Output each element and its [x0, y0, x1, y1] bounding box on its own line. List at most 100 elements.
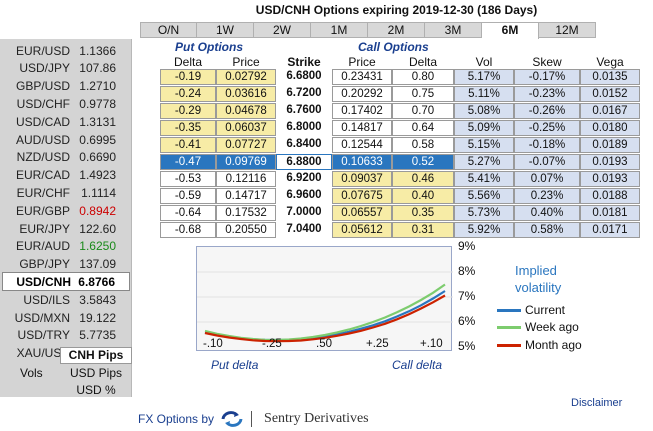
- pair-rate: 6.8766: [78, 274, 115, 289]
- cell-call-price[interactable]: 0.20292: [332, 86, 392, 102]
- pair-row-eur-gbp[interactable]: EUR/GBP 0.8942: [2, 201, 130, 220]
- cell-put-price[interactable]: 0.17532: [216, 205, 276, 221]
- cell-vega: 0.0171: [580, 222, 640, 238]
- cell-call-price[interactable]: 0.17402: [332, 103, 392, 119]
- cell-call-price[interactable]: 0.14817: [332, 120, 392, 136]
- footer: FX Options by Sentry Derivatives: [138, 410, 369, 428]
- vol-smile-chart: [196, 246, 453, 351]
- cell-skew: 0.07%: [514, 171, 580, 187]
- cell-strike[interactable]: 6.7600: [276, 103, 332, 119]
- cell-strike[interactable]: 6.9200: [276, 171, 332, 187]
- cell-skew: -0.18%: [514, 137, 580, 153]
- cell-strike[interactable]: 6.7200: [276, 86, 332, 102]
- cell-put-price[interactable]: 0.07727: [216, 137, 276, 153]
- call-options-header: Call Options: [358, 40, 429, 54]
- legend-swatch: [497, 308, 521, 312]
- pair-row-usd-try[interactable]: USD/TRY 5.7735: [2, 326, 130, 345]
- pair-row-usd-cnh[interactable]: USD/CNH 6.8766: [2, 272, 130, 292]
- disclaimer-link[interactable]: Disclaimer: [571, 397, 623, 409]
- pair-row-usd-cad[interactable]: USD/CAD 1.3131: [2, 112, 130, 131]
- sentry-logo-icon: [221, 411, 243, 427]
- cell-call-price[interactable]: 0.12544: [332, 137, 392, 153]
- pair-row-nzd-usd[interactable]: NZD/USD 0.6690: [2, 148, 130, 167]
- cell-strike[interactable]: 6.6800: [276, 69, 332, 85]
- cell-strike[interactable]: 6.8800: [276, 154, 332, 170]
- cell-put-price[interactable]: 0.04678: [216, 103, 276, 119]
- series-line-week-ago: [204, 283, 446, 342]
- pair-rate: 0.8942: [79, 203, 116, 218]
- cell-strike[interactable]: 7.0400: [276, 222, 332, 238]
- pair-rate: 3.5843: [79, 292, 116, 307]
- cell-put-price[interactable]: 0.03616: [216, 86, 276, 102]
- pair-row-eur-usd[interactable]: EUR/USD 1.1366: [2, 41, 130, 60]
- tab-12m[interactable]: 12M: [539, 22, 596, 38]
- tab-1w[interactable]: 1W: [197, 22, 254, 38]
- pair-row-gbp-jpy[interactable]: GBP/JPY 137.09: [2, 255, 130, 274]
- cell-put-price[interactable]: 0.02792: [216, 69, 276, 85]
- cell-strike[interactable]: 7.0000: [276, 205, 332, 221]
- series-line-current: [204, 290, 446, 342]
- cell-put-price[interactable]: 0.14717: [216, 188, 276, 204]
- vols-option-usd-pips[interactable]: USD Pips: [69, 366, 122, 380]
- pair-row-usd-ils[interactable]: USD/ILS 3.5843: [2, 290, 130, 309]
- cell-vega: 0.0193: [580, 154, 640, 170]
- pair-name: USD/MXN: [14, 310, 70, 325]
- cell-put-price[interactable]: 0.12116: [216, 171, 276, 187]
- cell-vega: 0.0188: [580, 188, 640, 204]
- pair-name: USD/CAD: [15, 114, 70, 129]
- pair-rate: 107.86: [79, 61, 116, 76]
- cell-call-price[interactable]: 0.10633: [332, 154, 392, 170]
- pair-row-eur-jpy[interactable]: EUR/JPY 122.60: [2, 219, 130, 238]
- cell-strike[interactable]: 6.8400: [276, 137, 332, 153]
- tab-2m[interactable]: 2M: [368, 22, 425, 38]
- tab-6m[interactable]: 6M: [482, 22, 539, 39]
- pair-row-usd-jpy[interactable]: USD/JPY 107.86: [2, 59, 130, 78]
- legend-swatch: [497, 325, 521, 329]
- col-call-delta: Delta: [408, 55, 437, 69]
- cell-call-delta: 0.52: [392, 154, 454, 170]
- cell-call-delta: 0.35: [392, 205, 454, 221]
- cell-call-price[interactable]: 0.09037: [332, 171, 392, 187]
- tab-3m[interactable]: 3M: [425, 22, 482, 38]
- cell-strike[interactable]: 6.9600: [276, 188, 332, 204]
- pair-row-usd-chf[interactable]: USD/CHF 0.9778: [2, 94, 130, 113]
- vols-option-cnh-pips[interactable]: CNH Pips: [60, 347, 132, 364]
- tab-1m[interactable]: 1M: [311, 22, 368, 38]
- pair-name: NZD/USD: [16, 150, 70, 165]
- cell-put-price[interactable]: 0.20550: [216, 222, 276, 238]
- pair-rate: 1.1366: [79, 43, 116, 58]
- cell-skew: 0.58%: [514, 222, 580, 238]
- page-title: USD/CNH Options expiring 2019-12-30 (186…: [255, 3, 538, 17]
- cell-call-delta: 0.80: [392, 69, 454, 85]
- cell-vol: 5.73%: [454, 205, 514, 221]
- pair-row-eur-cad[interactable]: EUR/CAD 1.4923: [2, 166, 130, 185]
- cell-put-delta: -0.53: [160, 171, 216, 187]
- pair-rate: 0.6995: [79, 132, 116, 147]
- pair-row-eur-aud[interactable]: EUR/AUD 1.6250: [2, 237, 130, 256]
- pair-row-aud-usd[interactable]: AUD/USD 0.6995: [2, 130, 130, 149]
- pair-name: EUR/USD: [15, 43, 70, 58]
- cell-put-delta: -0.47: [160, 154, 216, 170]
- cell-vol: 5.92%: [454, 222, 514, 238]
- cell-vega: 0.0189: [580, 137, 640, 153]
- cell-call-price[interactable]: 0.06557: [332, 205, 392, 221]
- cell-skew: -0.23%: [514, 86, 580, 102]
- pair-rate: 5.7735: [79, 328, 116, 343]
- vol-smile-plot: [197, 271, 453, 343]
- tab-2w[interactable]: 2W: [254, 22, 311, 38]
- cell-strike[interactable]: 6.8000: [276, 120, 332, 136]
- x-tick-label: -.25: [262, 338, 282, 350]
- col-put-delta: Delta: [173, 55, 202, 69]
- cell-put-price[interactable]: 0.06037: [216, 120, 276, 136]
- cell-put-price[interactable]: 0.09769: [216, 154, 276, 170]
- vols-option-usd-percent[interactable]: USD %: [76, 383, 116, 397]
- cell-call-price[interactable]: 0.07675: [332, 188, 392, 204]
- pair-row-usd-mxn[interactable]: USD/MXN 19.122: [2, 308, 130, 327]
- cell-put-delta: -0.19: [160, 69, 216, 85]
- cell-call-price[interactable]: 0.23431: [332, 69, 392, 85]
- pair-row-eur-chf[interactable]: EUR/CHF 1.1114: [2, 183, 130, 202]
- cell-skew: -0.26%: [514, 103, 580, 119]
- tab-on[interactable]: O/N: [140, 22, 197, 38]
- cell-call-price[interactable]: 0.05612: [332, 222, 392, 238]
- pair-row-gbp-usd[interactable]: GBP/USD 1.2710: [2, 77, 130, 96]
